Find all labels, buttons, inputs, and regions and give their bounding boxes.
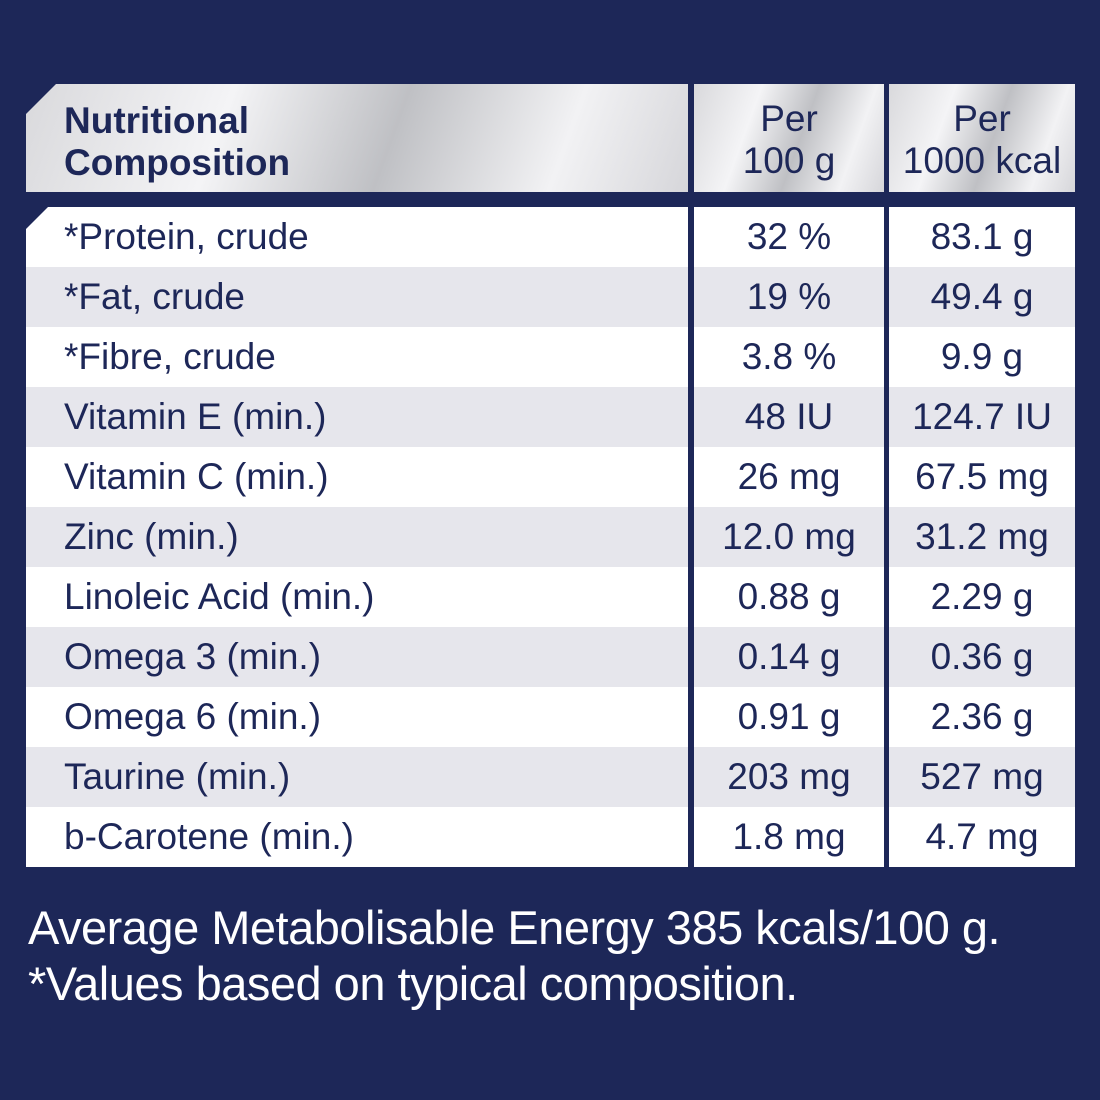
value-per-1000kcal: 67.5 mg [889, 447, 1075, 507]
table-row: Omega 6 (min.) 0.91 g 2.36 g [26, 687, 1075, 747]
value-per-100g: 0.14 g [694, 627, 884, 687]
nutrient-label: Zinc (min.) [26, 507, 688, 567]
value-per-100g: 1.8 mg [694, 807, 884, 867]
value-per-100g: 203 mg [694, 747, 884, 807]
header-per-100g: Per 100 g [694, 84, 884, 192]
value-per-1000kcal: 2.36 g [889, 687, 1075, 747]
value-per-100g: 48 IU [694, 387, 884, 447]
header-per-100g-line2: 100 g [742, 140, 836, 181]
table-row: *Fat, crude 19 % 49.4 g [26, 267, 1075, 327]
value-per-100g: 12.0 mg [694, 507, 884, 567]
value-per-1000kcal: 9.9 g [889, 327, 1075, 387]
nutrient-label: Omega 3 (min.) [26, 627, 688, 687]
nutrient-label: Omega 6 (min.) [26, 687, 688, 747]
header-per-100g-line1: Per [760, 98, 818, 139]
nutrient-label: b-Carotene (min.) [26, 807, 688, 867]
value-per-100g: 0.88 g [694, 567, 884, 627]
typical-values-note: *Values based on typical composition. [28, 957, 798, 1010]
value-per-1000kcal: 124.7 IU [889, 387, 1075, 447]
value-per-1000kcal: 49.4 g [889, 267, 1075, 327]
value-per-1000kcal: 4.7 mg [889, 807, 1075, 867]
header-per-1000kcal-line1: Per [953, 98, 1011, 139]
value-per-1000kcal: 31.2 mg [889, 507, 1075, 567]
table-row: Zinc (min.) 12.0 mg 31.2 mg [26, 507, 1075, 567]
nutrient-label: Vitamin E (min.) [26, 387, 688, 447]
header-per-1000kcal-line2: 1000 kcal [902, 140, 1062, 181]
value-per-1000kcal: 83.1 g [889, 207, 1075, 267]
table-row: Linoleic Acid (min.) 0.88 g 2.29 g [26, 567, 1075, 627]
value-per-100g: 26 mg [694, 447, 884, 507]
nutrient-label: *Fat, crude [26, 267, 688, 327]
header-per-1000kcal: Per 1000 kcal [889, 84, 1075, 192]
header-title: Nutritional Composition [26, 84, 688, 192]
value-per-100g: 19 % [694, 267, 884, 327]
table-row: Omega 3 (min.) 0.14 g 0.36 g [26, 627, 1075, 687]
footer-notes: Average Metabolisable Energy 385 kcals/1… [28, 900, 1088, 1012]
value-per-1000kcal: 0.36 g [889, 627, 1075, 687]
nutrition-table: *Protein, crude 32 % 83.1 g *Fat, crude 19 %… [26, 207, 1075, 867]
table-row: *Protein, crude 32 % 83.1 g [26, 207, 1075, 267]
nutrient-label: *Protein, crude [26, 207, 688, 267]
table-row: b-Carotene (min.) 1.8 mg 4.7 mg [26, 807, 1075, 867]
table-row: Vitamin E (min.) 48 IU 124.7 IU [26, 387, 1075, 447]
header-title-line2: Composition [64, 142, 291, 183]
nutrient-label: *Fibre, crude [26, 327, 688, 387]
nutrient-label: Taurine (min.) [26, 747, 688, 807]
nutrient-label: Vitamin C (min.) [26, 447, 688, 507]
energy-note: Average Metabolisable Energy 385 kcals/1… [28, 901, 1001, 954]
value-per-100g: 32 % [694, 207, 884, 267]
value-per-1000kcal: 527 mg [889, 747, 1075, 807]
table-row: *Fibre, crude 3.8 % 9.9 g [26, 327, 1075, 387]
table-row: Vitamin C (min.) 26 mg 67.5 mg [26, 447, 1075, 507]
nutrient-label: Linoleic Acid (min.) [26, 567, 688, 627]
table-row: Taurine (min.) 203 mg 527 mg [26, 747, 1075, 807]
header-title-line1: Nutritional [64, 100, 249, 141]
value-per-100g: 0.91 g [694, 687, 884, 747]
value-per-100g: 3.8 % [694, 327, 884, 387]
value-per-1000kcal: 2.29 g [889, 567, 1075, 627]
